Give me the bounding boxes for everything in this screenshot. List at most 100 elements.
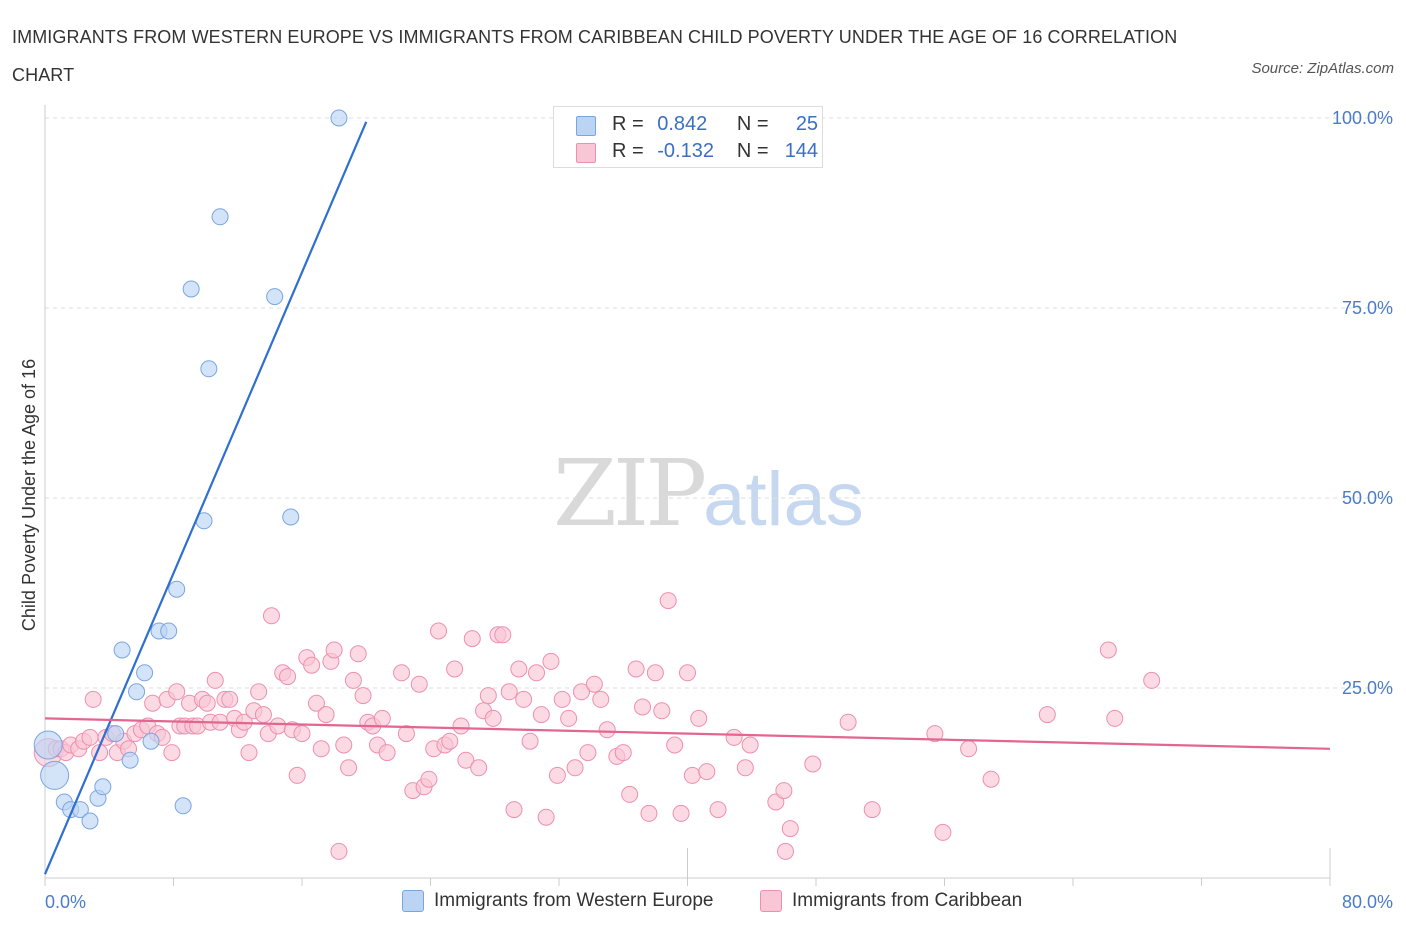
pink-data-point — [325, 641, 343, 659]
pink-data-point — [804, 755, 822, 773]
pink-data-point — [553, 690, 571, 708]
legend-item-caribbean: Immigrants from Caribbean — [760, 890, 1022, 912]
stats-swatch-pink — [576, 143, 596, 163]
tick-labels: 25.0% 50.0% 75.0% 100.0% 0.0% 80.0% — [45, 108, 1393, 912]
blue-data-point — [107, 725, 125, 743]
stats-text: R = -0.132 N = 144 — [612, 140, 818, 163]
pink-data-point — [349, 645, 367, 663]
blue-data-point — [40, 760, 70, 790]
pink-data-point — [1099, 641, 1117, 659]
pink-data-point — [198, 694, 216, 712]
pink-data-point — [457, 751, 475, 769]
blue-data-point — [81, 812, 99, 830]
pink-data-point — [279, 668, 297, 686]
pink-data-point — [335, 736, 353, 754]
pink-data-point — [84, 690, 102, 708]
pink-data-point — [690, 709, 708, 727]
pink-data-point — [926, 725, 944, 743]
y-axis-label: Child Poverty Under the Age of 16 — [19, 359, 39, 631]
r-value: 0.842 — [657, 113, 708, 135]
n-value: 25 — [795, 113, 819, 135]
pink-data-point — [621, 785, 639, 803]
pink-data-point — [659, 592, 677, 610]
pink-data-point — [698, 763, 716, 781]
pink-data-point — [741, 736, 759, 754]
pink-data-point — [505, 801, 523, 819]
y-tick-label: 75.0% — [1342, 298, 1393, 318]
pink-data-point — [679, 664, 696, 682]
pink-data-point — [781, 820, 799, 838]
legend-item-western-europe: Immigrants from Western Europe — [402, 890, 713, 912]
pink-data-point — [312, 740, 330, 758]
pink-data-point — [736, 759, 754, 777]
pink-trend-line — [44, 717, 1331, 750]
blue-data-point — [160, 622, 178, 640]
pink-data-point — [378, 744, 396, 762]
pink-data-point — [494, 626, 512, 644]
watermark-zip: ZIP — [553, 440, 707, 547]
pink-data-point — [510, 660, 528, 678]
pink-data-point — [839, 713, 857, 731]
x-tick-label-min: 0.0% — [45, 892, 86, 912]
pink-data-point — [81, 728, 99, 746]
pink-data-point — [254, 706, 272, 724]
pink-data-point — [221, 690, 239, 708]
pink-data-point — [410, 675, 428, 693]
blue-data-point — [168, 580, 186, 598]
pink-data-point — [293, 725, 311, 743]
pink-data-point — [441, 732, 459, 750]
pink-data-point — [521, 732, 539, 750]
pink-data-point — [1038, 706, 1056, 724]
blue-trend-line — [43, 121, 368, 875]
pink-data-point — [672, 804, 690, 822]
pink-data-point — [250, 683, 268, 701]
pink-data-point — [934, 823, 952, 841]
pink-data-point — [420, 770, 438, 788]
pink-data-point — [470, 759, 488, 777]
legend-swatch-pink — [760, 890, 782, 912]
legend-label: Immigrants from Western Europe — [434, 890, 714, 912]
watermark: ZIPatlas — [553, 440, 864, 547]
pink-data-point — [775, 782, 793, 800]
pink-data-point — [463, 630, 481, 648]
pink-data-point — [614, 744, 632, 762]
grid-lines — [45, 117, 1392, 689]
blue-data-point — [266, 288, 284, 306]
pink-data-point — [585, 675, 603, 693]
pink-data-point — [537, 808, 555, 826]
n-value: 144 — [784, 140, 819, 162]
pink-data-point — [452, 717, 470, 735]
pink-data-point — [344, 671, 362, 689]
blue-data-point — [113, 641, 131, 659]
source-label: Source: ZipAtlas.com — [1251, 60, 1394, 77]
pink-data-point — [982, 770, 1000, 788]
pink-data-point — [666, 736, 684, 754]
blue-data-point — [182, 280, 200, 298]
pink-data-point — [566, 759, 584, 777]
chart-title: IMMIGRANTS FROM WESTERN EUROPE VS IMMIGR… — [12, 27, 1178, 85]
y-tick-label: 50.0% — [1342, 488, 1393, 508]
stats-swatch-blue — [576, 116, 596, 136]
r-label: R = — [612, 140, 644, 162]
pink-data-point — [640, 804, 658, 822]
pink-data-point — [479, 687, 497, 705]
pink-data-point — [484, 709, 502, 727]
blue-data-point — [174, 797, 192, 815]
caribbean-points — [33, 592, 1161, 860]
pink-data-point — [776, 842, 794, 860]
pink-data-point — [1143, 671, 1161, 689]
pink-data-point — [240, 744, 258, 762]
x-tick-label-max: 80.0% — [1342, 892, 1393, 912]
pink-data-point — [317, 706, 335, 724]
pink-data-point — [542, 652, 560, 670]
pink-data-point — [206, 671, 224, 689]
blue-data-point — [200, 360, 218, 378]
blue-data-point — [330, 109, 348, 127]
blue-data-point — [282, 508, 300, 526]
pink-data-point — [262, 607, 280, 625]
blue-data-point — [121, 751, 139, 769]
pink-data-point — [592, 690, 610, 708]
stats-legend: R = 0.842 N = 25 R = -0.132 N = 144 — [553, 106, 823, 168]
pink-data-point — [515, 690, 533, 708]
